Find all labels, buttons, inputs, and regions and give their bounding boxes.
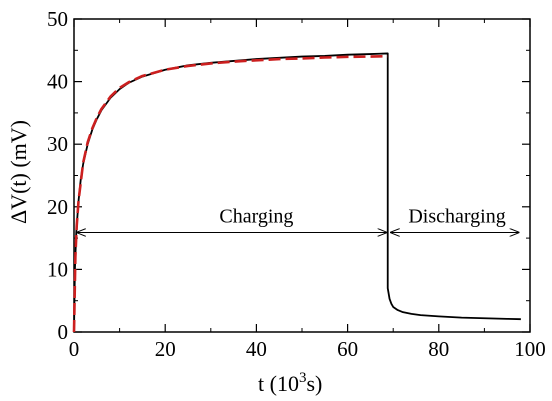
x-tick-label: 60 — [337, 337, 358, 361]
tick-labels: 0 20 40 60 80 100 0 10 20 30 40 50 — [47, 7, 546, 361]
x-tick-label: 20 — [155, 337, 176, 361]
y-tick-label: 10 — [47, 257, 68, 281]
x-axis-label-exponent: 3 — [299, 370, 307, 386]
x-tick-label: 100 — [514, 337, 546, 361]
y-axis-label: ΔV(t) (mV) — [6, 120, 31, 224]
series-fit-line — [72, 54, 388, 333]
y-tick-label: 0 — [58, 320, 69, 344]
tick-marks — [73, 18, 531, 333]
plot-frame — [73, 18, 531, 333]
annotation-label: Charging — [219, 205, 293, 227]
y-tick-label: 50 — [47, 7, 68, 31]
y-tick-label: 30 — [47, 132, 68, 156]
x-tick-label: 80 — [428, 337, 449, 361]
x-tick-label: 40 — [246, 337, 267, 361]
annotation-label: Discharging — [408, 205, 505, 227]
annotation-layer: Charging Discharging — [77, 205, 518, 232]
x-axis-label: t (103s) — [258, 370, 322, 396]
x-tick-label: 0 — [69, 337, 80, 361]
series-measured-line — [73, 52, 521, 333]
y-tick-label: 20 — [47, 195, 68, 219]
series-layer — [72, 52, 521, 333]
y-tick-label: 40 — [47, 70, 68, 94]
